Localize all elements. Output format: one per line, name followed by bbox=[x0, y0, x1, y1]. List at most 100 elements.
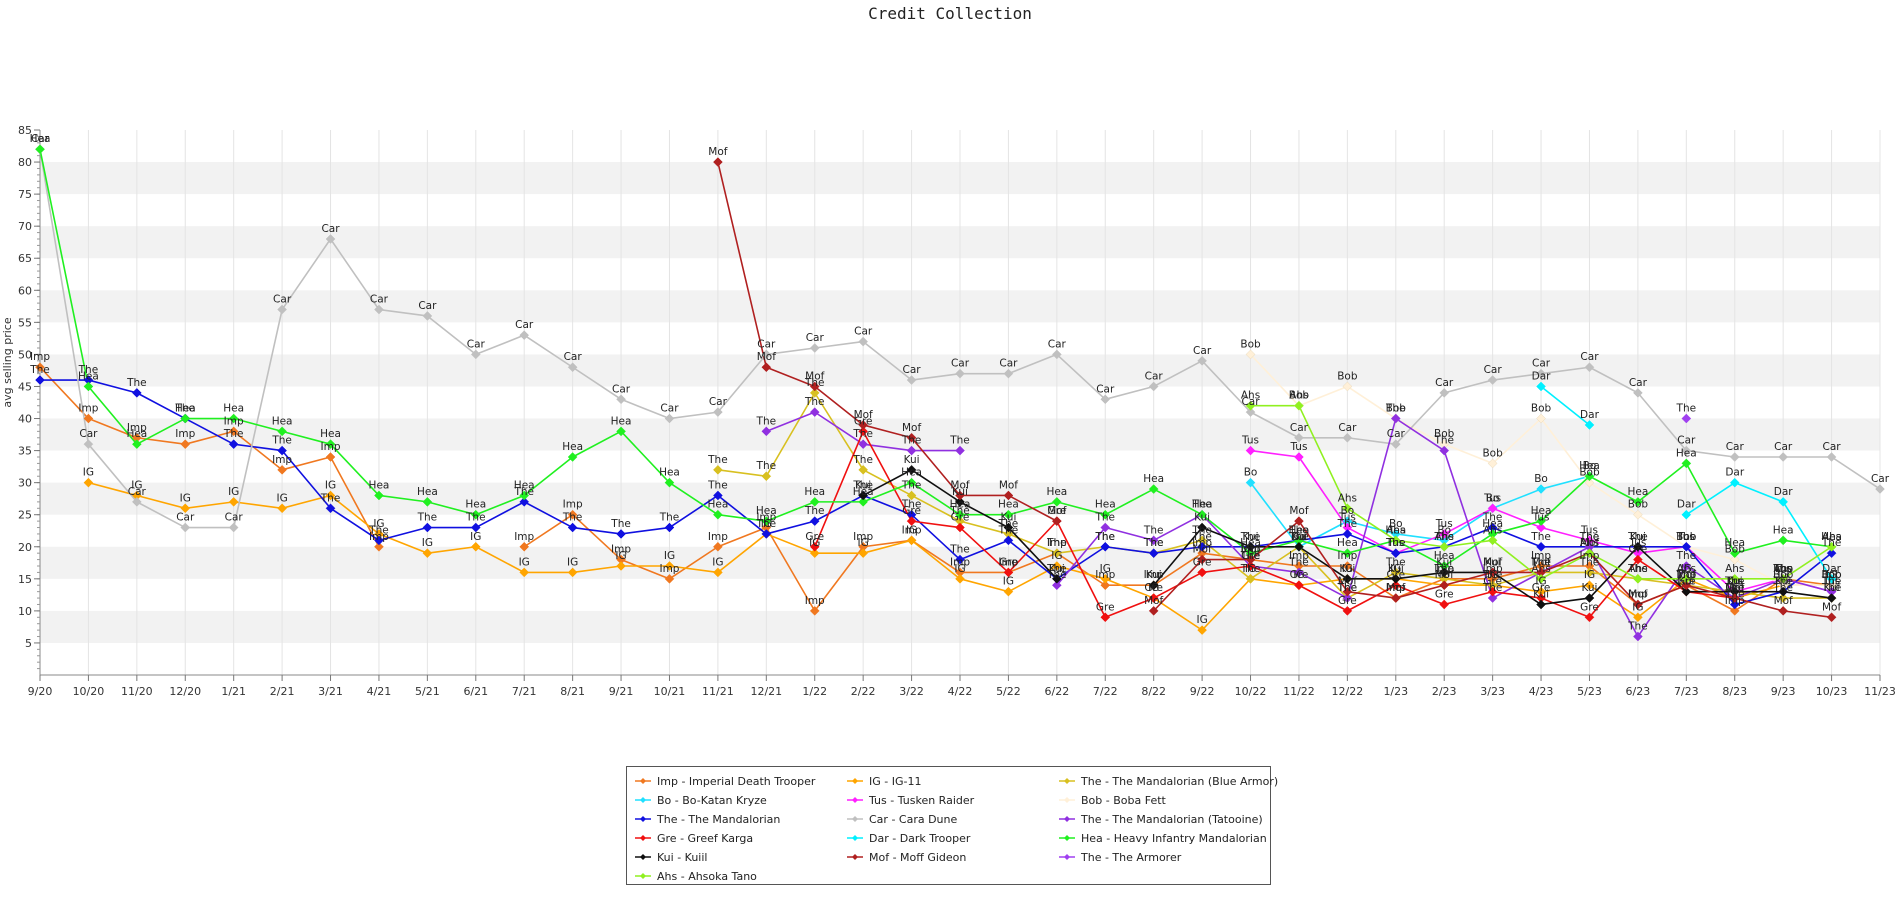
line-chart: 5 10 15 20 25 30 35 40 45 50 55 60 65 70 75 80 85 9/20 10/… bbox=[1, 124, 1896, 698]
data-point bbox=[955, 554, 965, 565]
data-label: The bbox=[1288, 524, 1309, 536]
data-label: The bbox=[78, 364, 99, 376]
x-tick-label: 9/20 bbox=[28, 685, 53, 698]
data-point bbox=[1148, 580, 1159, 591]
data-point bbox=[1826, 612, 1837, 623]
data-point bbox=[180, 503, 191, 514]
data-label: Kui bbox=[1775, 576, 1791, 588]
data-label: Ahs bbox=[1338, 492, 1357, 504]
data-point bbox=[1681, 573, 1692, 584]
data-point bbox=[858, 490, 869, 501]
series-line bbox=[717, 392, 1832, 599]
data-point bbox=[1681, 586, 1692, 597]
data-point bbox=[1536, 413, 1546, 424]
data-point bbox=[858, 426, 869, 437]
chart-title: Credit Collection bbox=[868, 4, 1032, 23]
data-point bbox=[1390, 593, 1401, 603]
legend-label: The - The Armorer bbox=[1081, 850, 1182, 864]
legend-marker bbox=[1064, 778, 1070, 784]
data-label: IG bbox=[1293, 569, 1304, 581]
data-label: Car bbox=[612, 383, 631, 395]
data-point bbox=[761, 362, 772, 373]
legend-swatch bbox=[635, 854, 651, 860]
y-tick-label: 40 bbox=[18, 413, 32, 426]
data-point bbox=[1245, 573, 1256, 584]
y-tick-label: 10 bbox=[18, 605, 32, 618]
data-point bbox=[1487, 503, 1498, 514]
data-point bbox=[83, 439, 94, 450]
data-label: Bob bbox=[1337, 370, 1358, 382]
data-label: Hea bbox=[1579, 460, 1600, 472]
data-point bbox=[955, 573, 965, 584]
data-point bbox=[1584, 471, 1595, 482]
series-lines bbox=[39, 149, 1881, 638]
data-label: IG bbox=[1826, 569, 1837, 581]
data-point bbox=[1681, 445, 1692, 456]
legend-item: Mof - Moff Gideon bbox=[847, 849, 1059, 865]
data-label: IG bbox=[1245, 563, 1256, 575]
data-point bbox=[422, 497, 433, 507]
data-point bbox=[1245, 561, 1256, 571]
data-point bbox=[1148, 548, 1159, 559]
y-tick-label: 85 bbox=[18, 124, 32, 137]
data-label: The bbox=[1579, 531, 1600, 543]
data-label: The bbox=[174, 403, 195, 415]
data-label: The bbox=[852, 428, 873, 440]
data-label: Imp bbox=[514, 531, 534, 543]
data-label: Imp bbox=[1628, 588, 1648, 600]
data-label: Car bbox=[757, 338, 776, 350]
data-label: Tus bbox=[1483, 492, 1501, 504]
x-tick-label: 1/22 bbox=[802, 685, 827, 698]
data-point bbox=[1536, 522, 1546, 533]
data-label: Hea bbox=[514, 479, 535, 491]
data-point bbox=[470, 541, 481, 552]
data-label: Car bbox=[1338, 422, 1357, 434]
legend-swatch bbox=[635, 816, 651, 822]
data-point bbox=[1003, 490, 1014, 501]
data-label: IG bbox=[422, 537, 433, 549]
data-label: Car bbox=[370, 294, 389, 306]
data-label: Car bbox=[951, 358, 970, 370]
data-label: The bbox=[1724, 576, 1745, 588]
data-point bbox=[422, 522, 433, 533]
legend-marker bbox=[852, 854, 858, 860]
data-point bbox=[1681, 580, 1692, 591]
data-point bbox=[1584, 362, 1595, 373]
data-label: Mof bbox=[1144, 595, 1163, 607]
data-point bbox=[1197, 509, 1207, 520]
data-label: Kui bbox=[1049, 563, 1065, 575]
data-label: Ahs bbox=[1822, 531, 1841, 543]
data-label: Car bbox=[1435, 377, 1454, 389]
data-point bbox=[906, 464, 917, 475]
legend-swatch bbox=[1059, 854, 1075, 860]
data-point bbox=[180, 439, 191, 450]
legend-item: Imp - Imperial Death Trooper bbox=[635, 773, 847, 789]
data-label: The bbox=[1191, 531, 1212, 543]
data-label: The bbox=[1046, 537, 1067, 549]
data-point bbox=[858, 336, 869, 347]
data-point bbox=[809, 516, 820, 526]
data-label: Bo bbox=[1389, 518, 1403, 530]
legend-item: The - The Armorer bbox=[1059, 849, 1271, 865]
data-label: IG bbox=[1729, 582, 1740, 594]
data-label: Ahs bbox=[1725, 563, 1744, 575]
data-label: Car bbox=[1580, 351, 1599, 363]
y-tick-label: 5 bbox=[25, 637, 32, 650]
data-label: The bbox=[513, 486, 534, 498]
data-point bbox=[664, 561, 675, 571]
data-label: IG bbox=[954, 563, 965, 575]
data-label: Hea bbox=[901, 467, 922, 479]
data-point bbox=[616, 561, 626, 571]
data-label: Tus bbox=[1580, 524, 1598, 536]
data-label: The bbox=[804, 505, 825, 517]
legend-label: Car - Cara Dune bbox=[869, 812, 958, 826]
data-label: Car bbox=[1096, 383, 1115, 395]
y-tick-label: 55 bbox=[18, 316, 32, 329]
x-tick-label: 2/21 bbox=[270, 685, 295, 698]
data-label: Kui bbox=[904, 454, 920, 466]
y-tick-label: 15 bbox=[18, 573, 32, 586]
data-point bbox=[616, 426, 626, 437]
data-label: Hea bbox=[562, 441, 583, 453]
x-tick-label: 2/23 bbox=[1432, 685, 1457, 698]
data-label: The bbox=[1724, 582, 1745, 594]
